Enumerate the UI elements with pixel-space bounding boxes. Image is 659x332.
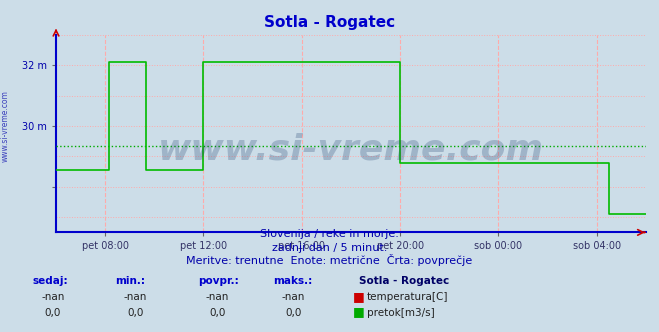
- Text: 0,0: 0,0: [285, 308, 301, 318]
- Text: Sotla - Rogatec: Sotla - Rogatec: [264, 15, 395, 30]
- Text: sedaj:: sedaj:: [33, 276, 69, 286]
- Text: zadnji dan / 5 minut.: zadnji dan / 5 minut.: [272, 243, 387, 253]
- Text: pretok[m3/s]: pretok[m3/s]: [367, 308, 435, 318]
- Text: ■: ■: [353, 305, 364, 318]
- Text: Meritve: trenutne  Enote: metrične  Črta: povprečje: Meritve: trenutne Enote: metrične Črta: …: [186, 254, 473, 266]
- Text: www.si-vreme.com: www.si-vreme.com: [1, 90, 10, 162]
- Text: Slovenija / reke in morje.: Slovenija / reke in morje.: [260, 229, 399, 239]
- Text: 0,0: 0,0: [210, 308, 225, 318]
- Text: ■: ■: [353, 290, 364, 303]
- Text: -nan: -nan: [123, 292, 147, 302]
- Text: maks.:: maks.:: [273, 276, 313, 286]
- Text: 0,0: 0,0: [127, 308, 143, 318]
- Text: 0,0: 0,0: [45, 308, 61, 318]
- Text: min.:: min.:: [115, 276, 146, 286]
- Text: www.si-vreme.com: www.si-vreme.com: [158, 132, 544, 166]
- Text: -nan: -nan: [41, 292, 65, 302]
- Text: -nan: -nan: [206, 292, 229, 302]
- Text: povpr.:: povpr.:: [198, 276, 239, 286]
- Text: -nan: -nan: [281, 292, 305, 302]
- Text: Sotla - Rogatec: Sotla - Rogatec: [359, 276, 449, 286]
- Text: temperatura[C]: temperatura[C]: [367, 292, 449, 302]
